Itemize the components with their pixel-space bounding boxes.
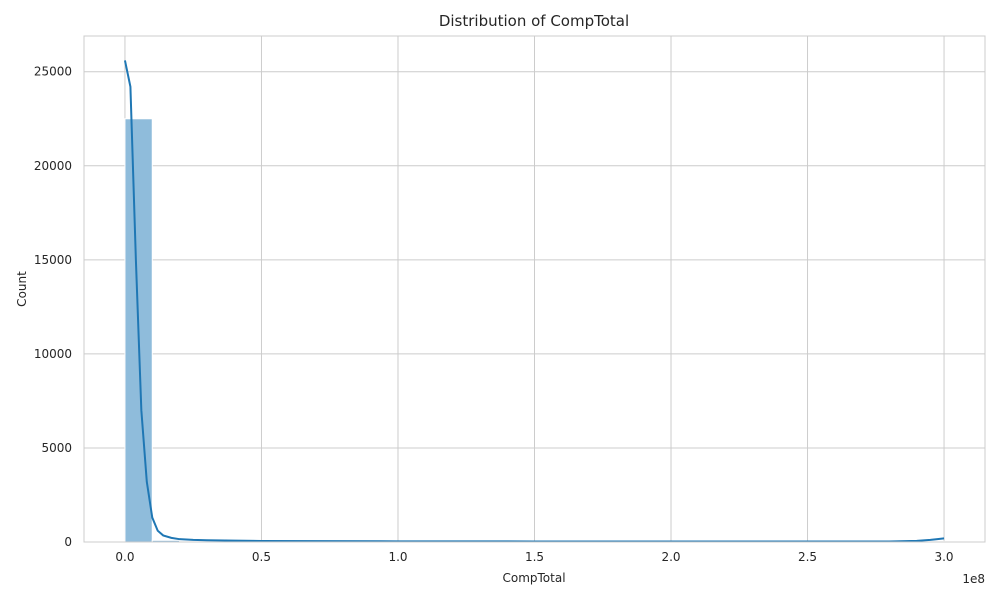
chart-title: Distribution of CompTotal [439,12,629,30]
y-tick-label: 20000 [34,159,72,173]
x-axis-offset-label: 1e8 [962,572,985,586]
plot-frame [83,35,986,543]
x-tick-label: 0.5 [252,550,271,564]
x-axis-label: CompTotal [502,571,565,585]
kde-curve [123,60,945,543]
y-axis-ticks: 0 5000 10000 15000 20000 25000 [34,65,72,549]
y-axis-label: Count [15,271,29,307]
x-tick-label: 3.0 [934,550,953,564]
x-tick-label: 2.5 [798,550,817,564]
x-axis-ticks: 0.0 0.5 1.0 1.5 2.0 2.5 3.0 [115,550,953,564]
y-tick-label: 10000 [34,347,72,361]
y-tick-label: 5000 [41,441,72,455]
y-tick-label: 25000 [34,65,72,79]
x-tick-label: 1.0 [388,550,407,564]
x-tick-label: 1.5 [525,550,544,564]
y-tick-label: 0 [64,535,72,549]
y-tick-label: 15000 [34,253,72,267]
x-tick-label: 0.0 [115,550,134,564]
x-tick-label: 2.0 [661,550,680,564]
